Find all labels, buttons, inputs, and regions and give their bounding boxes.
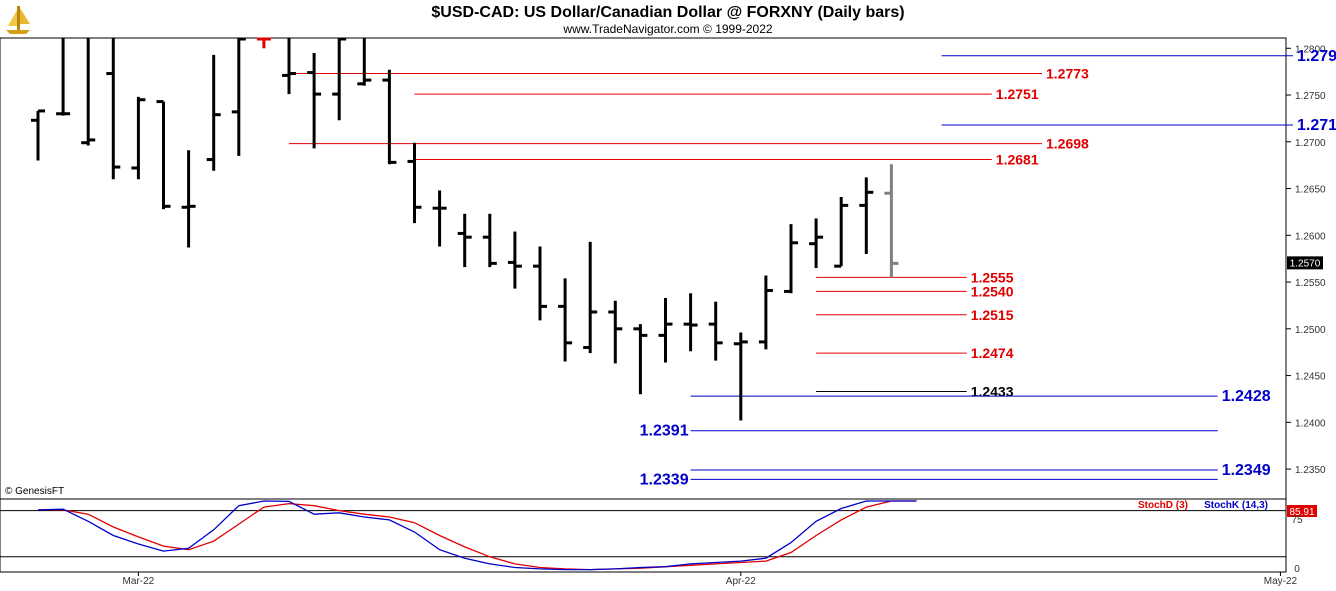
ohlc-bar bbox=[784, 224, 798, 294]
chart-title: $USD-CAD: US Dollar/Canadian Dollar @ FO… bbox=[431, 4, 904, 21]
ohlc-bar bbox=[81, 38, 96, 146]
price-tick-label: 1.2450 bbox=[1295, 372, 1326, 383]
support-resistance-levels: 1.2792 1.2773 1.2751 1.2718 1.2698 1.2681 1.25… bbox=[289, 48, 1336, 488]
ohlc-bar bbox=[533, 246, 547, 321]
level-label: 1.2540 bbox=[971, 283, 1014, 299]
ohlc-bar bbox=[457, 213, 472, 268]
level-label: 1.2474 bbox=[971, 345, 1014, 361]
price-tick-label: 1.2800 bbox=[1295, 44, 1326, 55]
level-label: 1.2433 bbox=[971, 383, 1014, 399]
price-tick-label: 1.2550 bbox=[1295, 278, 1326, 289]
ohlc-bar bbox=[733, 332, 748, 421]
logo-icon bbox=[6, 6, 30, 34]
level-label: 1.2681 bbox=[996, 152, 1039, 168]
price-tick-label: 1.2700 bbox=[1295, 138, 1326, 149]
level-label: 1.2339 bbox=[640, 471, 689, 488]
last-price-marker: 1.2570 bbox=[1287, 256, 1323, 270]
ohlc-bar bbox=[307, 52, 322, 149]
stoch-value-label: 85.91 bbox=[1289, 507, 1314, 518]
date-tick-label: May-22 bbox=[1264, 576, 1298, 587]
ohlc-bar bbox=[407, 142, 422, 224]
ohlc-bar bbox=[181, 150, 196, 248]
ohlc-bars bbox=[31, 37, 899, 421]
price-tick-label: 1.2350 bbox=[1295, 465, 1326, 476]
stoch-k-legend: StochK (14,3) bbox=[1204, 500, 1268, 511]
ohlc-bar bbox=[884, 164, 899, 278]
ohlc-bar bbox=[809, 218, 824, 269]
level-label: 1.2698 bbox=[1046, 136, 1089, 152]
ohlc-bar bbox=[758, 275, 773, 350]
watermark: © GenesisFT bbox=[5, 486, 64, 497]
chart-subtitle: www.TradeNavigator.com © 1999-2022 bbox=[562, 22, 772, 36]
ohlc-bar bbox=[683, 293, 698, 352]
level-label: 1.2428 bbox=[1222, 388, 1271, 405]
level-label: 1.2773 bbox=[1046, 66, 1089, 82]
last-price-label: 1.2570 bbox=[1290, 258, 1321, 269]
stoch-d-line bbox=[38, 500, 917, 571]
date-tick-label: Mar-22 bbox=[123, 576, 155, 587]
ohlc-bar bbox=[357, 38, 372, 86]
ohlc-bar bbox=[708, 301, 723, 361]
price-tick-label: 1.2650 bbox=[1295, 185, 1326, 196]
ohlc-bar bbox=[658, 297, 673, 363]
ohlc-bar bbox=[106, 38, 121, 180]
ohlc-bar bbox=[859, 177, 874, 255]
level-label: 1.2792 bbox=[1297, 48, 1336, 65]
stoch-level-label-zero: 0 bbox=[1294, 564, 1300, 575]
price-tick-label: 1.2600 bbox=[1295, 231, 1326, 242]
ohlc-bar bbox=[131, 96, 146, 180]
date-axis: Mar-22 Apr-22 May-22 bbox=[123, 572, 1298, 587]
level-label: 1.2718 bbox=[1297, 117, 1336, 134]
ohlc-bar bbox=[633, 324, 648, 395]
level-label: 1.2349 bbox=[1222, 462, 1271, 479]
ohlc-bar bbox=[507, 231, 522, 289]
price-axis: 1.2350 1.2400 1.2450 1.2500 1.2550 1.2600 1.26… bbox=[1286, 44, 1326, 476]
stoch-value-box bbox=[1287, 505, 1317, 517]
ohlc-bar bbox=[332, 37, 347, 121]
ohlc-bar bbox=[56, 38, 71, 116]
ohlc-bar bbox=[31, 109, 45, 161]
ohlc-bar bbox=[206, 54, 221, 171]
ohlc-bar bbox=[256, 37, 271, 49]
ohlc-bar bbox=[583, 241, 598, 354]
ohlc-bar bbox=[432, 190, 447, 247]
ohlc-bar bbox=[382, 69, 397, 165]
ohlc-bar bbox=[231, 37, 246, 156]
price-tick-label: 1.2500 bbox=[1295, 325, 1326, 336]
ohlc-bar bbox=[482, 213, 497, 268]
price-tick-label: 1.2400 bbox=[1295, 418, 1326, 429]
ohlc-bar bbox=[282, 38, 296, 95]
ohlc-bar bbox=[834, 196, 849, 268]
ohlc-bar bbox=[558, 278, 573, 362]
price-tick-label: 1.2750 bbox=[1295, 91, 1326, 102]
stoch-d-legend: StochD (3) bbox=[1138, 500, 1188, 511]
level-label: 1.2391 bbox=[640, 423, 689, 440]
stoch-level-label-upper: 75 bbox=[1291, 515, 1303, 526]
level-label: 1.2515 bbox=[971, 307, 1014, 323]
stoch-k-line bbox=[37, 500, 917, 571]
ohlc-bar bbox=[156, 100, 171, 210]
stochastic-panel-frame bbox=[0, 498, 1287, 573]
ohlc-bar bbox=[608, 300, 623, 364]
date-tick-label: Apr-22 bbox=[726, 576, 756, 587]
stochastic-panel bbox=[0, 500, 1286, 571]
level-label: 1.2751 bbox=[996, 86, 1039, 102]
level-label: 1.2555 bbox=[971, 269, 1014, 285]
